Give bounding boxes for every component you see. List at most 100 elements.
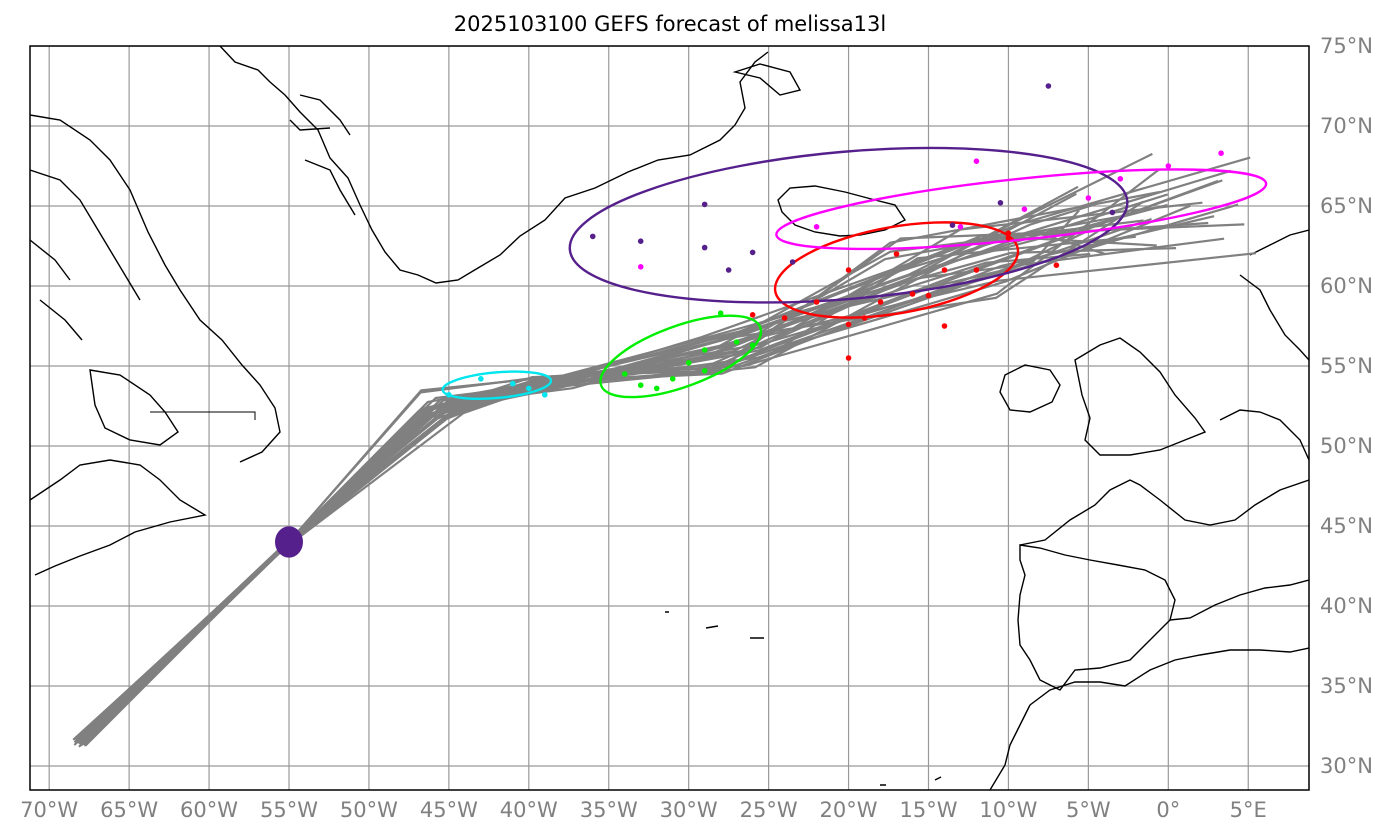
position-marker: [717, 310, 724, 317]
labrador-coast: [30, 114, 281, 463]
position-marker: [997, 200, 1004, 206]
ensemble-tracks: [72, 152, 1257, 748]
position-marker: [526, 385, 532, 392]
svalbard-coast: [732, 63, 802, 96]
position-marker: [541, 392, 548, 398]
lat-tick-label: 40°N: [1320, 594, 1373, 618]
ensemble-track: [80, 252, 1257, 742]
ensemble-track: [83, 237, 1225, 746]
position-marker: [1165, 163, 1172, 169]
ensemble-track: [74, 252, 1091, 743]
newfoundland-coast: [89, 369, 179, 446]
position-marker: [845, 355, 852, 361]
ensemble-track: [83, 234, 1157, 743]
chart-title: 2025103100 GEFS forecast of melissa13l: [453, 12, 887, 36]
probability-ellipses: [275, 146, 1268, 558]
lon-tick-label: 0°: [1156, 798, 1180, 822]
position-marker: [813, 299, 820, 305]
nova-scotia-coast: [30, 459, 207, 576]
lat-tick-label: 75°N: [1320, 34, 1373, 58]
position-marker: [701, 368, 708, 374]
lon-tick-label: 50°W: [340, 798, 398, 822]
ensemble-track: [79, 203, 1239, 741]
lon-tick-label: 55°W: [260, 798, 318, 822]
lon-tick-label: 10°W: [979, 798, 1037, 822]
longitude-tick-labels: 70°W 65°W 60°W 55°W 50°W 45°W 40°W 35°W 30°W 25°W…: [20, 798, 1267, 822]
scandinavia-coast: [1219, 229, 1309, 461]
position-marker: [725, 267, 732, 273]
position-marker: [1005, 235, 1012, 241]
probability-ellipse: [568, 146, 1129, 304]
europe-coast: [1019, 479, 1309, 546]
ensemble-track: [72, 215, 1215, 741]
position-marker: [973, 158, 980, 164]
probability-ellipse: [775, 168, 1268, 251]
lat-tick-label: 30°N: [1320, 754, 1373, 778]
canada-inner-coast: [30, 169, 141, 341]
lon-tick-label: 40°W: [500, 798, 558, 822]
position-marker: [909, 291, 916, 297]
position-marker: [781, 315, 788, 321]
position-marker: [637, 264, 644, 270]
lon-tick-label: 5°W: [1066, 798, 1111, 822]
ensemble-track: [83, 247, 1177, 744]
position-marker: [789, 259, 796, 265]
lat-tick-label: 35°N: [1320, 674, 1373, 698]
ensemble-track: [79, 223, 1245, 743]
position-marker: [845, 267, 852, 273]
ensemble-track: [81, 221, 1209, 741]
position-marker: [701, 244, 708, 251]
position-marker: [749, 342, 756, 349]
british-isles-coast: [1074, 337, 1207, 456]
lon-tick-label: 5°E: [1230, 798, 1267, 822]
position-marker: [621, 371, 628, 377]
lon-tick-label: 25°W: [740, 798, 798, 822]
position-marker: [813, 224, 820, 230]
position-marker: [589, 233, 596, 240]
probability-ellipse: [275, 526, 303, 558]
iceland-coast: [777, 185, 907, 237]
lon-tick-label: 15°W: [899, 798, 957, 822]
position-marker: [925, 292, 932, 299]
ensemble-track: [78, 231, 1105, 748]
position-marker: [733, 339, 740, 345]
position-marker: [637, 238, 644, 244]
position-marker: [478, 376, 484, 382]
mediterranean-coast: [1169, 579, 1309, 621]
position-marker: [845, 321, 852, 328]
quebec-boundary: [150, 411, 256, 420]
graticule-grid: [30, 46, 1309, 790]
ensemble-track: [77, 201, 1203, 742]
lon-tick-label: 30°W: [660, 798, 718, 822]
position-marker: [637, 382, 644, 389]
position-marker: [685, 360, 692, 366]
position-marker: [749, 312, 756, 318]
lat-tick-label: 65°N: [1320, 194, 1373, 218]
position-markers: [446, 83, 1224, 398]
ensemble-track: [80, 209, 1080, 746]
position-marker: [510, 380, 516, 387]
ensemble-track: [74, 235, 1136, 743]
lon-tick-label: 60°W: [180, 798, 238, 822]
latitude-tick-labels: 75°N 70°N 65°N 60°N 55°N 50°N 45°N 40°N 35°N 30°N: [1320, 34, 1373, 778]
position-marker: [1109, 209, 1116, 216]
probability-ellipse: [773, 221, 1020, 319]
position-marker: [861, 315, 868, 321]
lat-tick-label: 50°N: [1320, 434, 1373, 458]
probability-ellipse: [599, 314, 763, 399]
ireland-coast: [999, 364, 1061, 413]
position-marker: [941, 267, 948, 273]
position-marker: [1045, 83, 1052, 89]
position-marker: [1218, 150, 1224, 156]
lat-tick-label: 70°N: [1320, 114, 1373, 138]
position-marker: [1117, 176, 1124, 182]
position-marker: [957, 224, 964, 230]
position-marker: [446, 392, 452, 398]
lon-tick-label: 20°W: [820, 798, 878, 822]
map-frame: [29, 45, 1310, 791]
probability-ellipse: [441, 370, 553, 401]
lon-tick-label: 70°W: [20, 798, 78, 822]
lon-tick-label: 65°W: [100, 798, 158, 822]
lat-tick-label: 55°N: [1320, 354, 1373, 378]
